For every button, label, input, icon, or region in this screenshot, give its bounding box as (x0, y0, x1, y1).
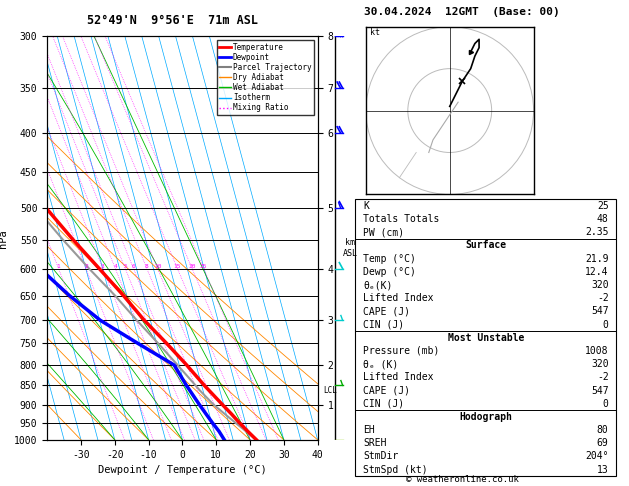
Text: -2: -2 (597, 293, 609, 303)
Text: 20: 20 (188, 264, 196, 269)
Text: 8: 8 (145, 264, 149, 269)
Text: 204°: 204° (585, 451, 609, 462)
Text: 48: 48 (597, 214, 609, 224)
Text: EH: EH (363, 425, 375, 435)
Text: θₑ(K): θₑ(K) (363, 280, 392, 290)
Text: CAPE (J): CAPE (J) (363, 385, 410, 396)
Text: CIN (J): CIN (J) (363, 399, 404, 409)
Text: Hodograph: Hodograph (459, 412, 513, 422)
Text: CAPE (J): CAPE (J) (363, 306, 410, 316)
Text: © weatheronline.co.uk: © weatheronline.co.uk (406, 474, 519, 484)
Text: Surface: Surface (465, 241, 506, 250)
Text: 0: 0 (603, 399, 609, 409)
Text: 2.35: 2.35 (585, 227, 609, 237)
Text: 10: 10 (154, 264, 161, 269)
Text: SREH: SREH (363, 438, 387, 448)
Text: K: K (363, 201, 369, 211)
Text: 320: 320 (591, 280, 609, 290)
Text: 6: 6 (131, 264, 135, 269)
Text: 12.4: 12.4 (585, 267, 609, 277)
Text: Dewp (°C): Dewp (°C) (363, 267, 416, 277)
Text: 320: 320 (591, 359, 609, 369)
Text: Lifted Index: Lifted Index (363, 293, 434, 303)
Text: PW (cm): PW (cm) (363, 227, 404, 237)
Text: 0: 0 (603, 320, 609, 330)
Text: 1: 1 (57, 264, 60, 269)
Text: 547: 547 (591, 385, 609, 396)
Legend: Temperature, Dewpoint, Parcel Trajectory, Dry Adiabat, Wet Adiabat, Isotherm, Mi: Temperature, Dewpoint, Parcel Trajectory… (217, 40, 314, 115)
Text: 5: 5 (123, 264, 127, 269)
Text: StmSpd (kt): StmSpd (kt) (363, 465, 428, 475)
Text: StmDir: StmDir (363, 451, 398, 462)
Text: 547: 547 (591, 306, 609, 316)
X-axis label: Dewpoint / Temperature (°C): Dewpoint / Temperature (°C) (98, 465, 267, 475)
Text: 4: 4 (113, 264, 117, 269)
Text: LCL: LCL (323, 385, 337, 395)
Text: 25: 25 (597, 201, 609, 211)
Text: 25: 25 (200, 264, 208, 269)
Text: 69: 69 (597, 438, 609, 448)
Y-axis label: hPa: hPa (0, 229, 8, 247)
Text: 80: 80 (597, 425, 609, 435)
Text: 21.9: 21.9 (585, 254, 609, 263)
Text: 3: 3 (101, 264, 105, 269)
Text: 30.04.2024  12GMT  (Base: 00): 30.04.2024 12GMT (Base: 00) (364, 7, 560, 17)
Text: 15: 15 (174, 264, 181, 269)
Text: 52°49'N  9°56'E  71m ASL: 52°49'N 9°56'E 71m ASL (87, 14, 259, 27)
Text: -2: -2 (597, 372, 609, 382)
Y-axis label: km
ASL: km ASL (342, 238, 357, 258)
Text: Totals Totals: Totals Totals (363, 214, 440, 224)
Text: CIN (J): CIN (J) (363, 320, 404, 330)
Text: 1008: 1008 (585, 346, 609, 356)
Text: Temp (°C): Temp (°C) (363, 254, 416, 263)
Text: Pressure (mb): Pressure (mb) (363, 346, 440, 356)
Text: θₑ (K): θₑ (K) (363, 359, 398, 369)
Text: 2: 2 (84, 264, 88, 269)
Text: kt: kt (370, 28, 380, 37)
Text: Lifted Index: Lifted Index (363, 372, 434, 382)
Text: 13: 13 (597, 465, 609, 475)
Text: Most Unstable: Most Unstable (448, 333, 524, 343)
